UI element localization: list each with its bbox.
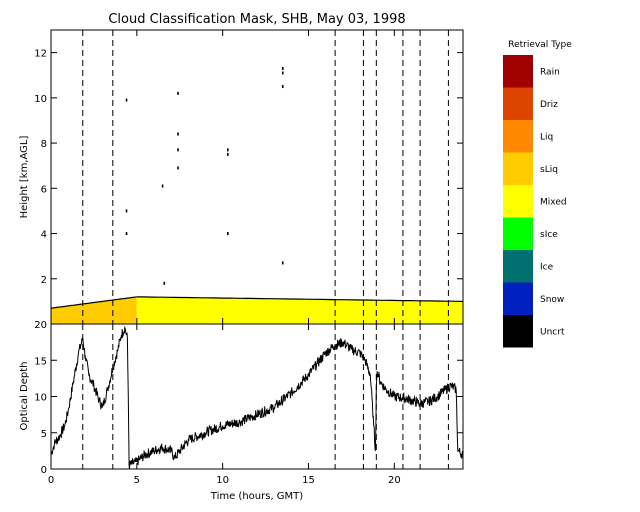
legend-swatch-ice	[503, 250, 533, 283]
x-tick-label: 5	[134, 475, 140, 486]
echo-point	[177, 148, 179, 152]
echo-point	[281, 85, 284, 89]
bottom-x-ticks: 0 5 10 15 20	[48, 324, 401, 486]
x-tick-label: 20	[388, 475, 401, 486]
bottom-y-axis-label: Optical Depth	[19, 362, 30, 431]
optical-depth-panel: 0 5 10 15 20 0 5 10 15 20 Optical Depth Time (ho…	[19, 320, 464, 502]
legend-swatch-rain	[503, 55, 533, 88]
cloud-layer-mixed	[136, 296, 464, 324]
classification-mask-panel: 2 4 6 8 10 12 Height [km,AGL]	[19, 29, 464, 325]
top-y-axis-label: Height [km,AGL]	[19, 136, 30, 219]
legend-label-sice: sIce	[540, 230, 558, 240]
y-tick-label: 10	[34, 393, 47, 404]
cloud-top-outline	[50, 296, 137, 309]
echo-point	[281, 261, 284, 265]
echo-point	[177, 166, 179, 170]
legend-label-snow: Snow	[540, 295, 564, 305]
echo-point	[281, 71, 284, 75]
optical-depth-line	[50, 325, 464, 470]
echo-point	[177, 91, 179, 95]
isolated-echoes	[125, 66, 284, 285]
legend-label-liq: Liq	[540, 132, 553, 142]
y-tick-label: 20	[34, 320, 47, 331]
legend-label-driz: Driz	[540, 100, 558, 110]
y-tick-label: 12	[34, 49, 47, 60]
x-tick-label: 10	[216, 475, 229, 486]
cloud-layers	[50, 296, 464, 324]
legend-label-sliq: sLiq	[540, 165, 558, 175]
echo-point	[227, 148, 229, 152]
y-tick-label: 0	[41, 465, 47, 476]
legend-swatch-sliq	[503, 152, 533, 185]
y-tick-label: 5	[41, 429, 47, 440]
cloud-top-outline	[136, 296, 464, 302]
x-axis-label: Time (hours, GMT)	[210, 491, 304, 502]
chart-title: Cloud Classification Mask, SHB, May 03, …	[108, 12, 405, 27]
echo-point	[125, 232, 128, 236]
legend-label-ice: Ice	[540, 262, 554, 272]
legend-swatch-liq	[503, 120, 533, 153]
echo-point	[125, 98, 128, 102]
echo-point	[281, 66, 284, 70]
y-tick-label: 8	[41, 139, 47, 150]
echo-point	[227, 232, 229, 236]
legend-title: Retrieval Type	[508, 40, 572, 50]
y-tick-label: 2	[41, 275, 47, 286]
top-x-ticks	[50, 30, 395, 324]
legend-label-rain: Rain	[540, 67, 560, 77]
legend-swatch-sice	[503, 217, 533, 250]
echo-point	[163, 281, 166, 285]
dashed-time-markers-top	[82, 30, 449, 324]
y-tick-label: 15	[34, 356, 47, 367]
dashed-time-markers-bottom	[82, 324, 449, 469]
top-y-ticks: 2 4 6 8 10 12	[34, 49, 463, 286]
legend-label-mixed: Mixed	[540, 197, 567, 207]
legend-swatch-snow	[503, 282, 533, 315]
bottom-y-ticks: 0 5 10 15 20	[34, 320, 463, 476]
retrieval-type-legend: Retrieval Type Rain Driz Liq sLiq Mixed sIce I…	[503, 40, 572, 348]
echo-point	[125, 209, 128, 213]
echo-point	[177, 132, 179, 136]
cloud-layer-sliq	[51, 296, 137, 324]
echo-point	[227, 152, 229, 156]
x-tick-label: 0	[48, 475, 54, 486]
y-tick-label: 6	[41, 184, 47, 195]
legend-swatch-mixed	[503, 185, 533, 218]
legend-swatch-driz	[503, 87, 533, 120]
echo-point	[161, 184, 164, 188]
legend-label-uncrt: Uncrt	[540, 327, 565, 337]
y-tick-label: 4	[41, 230, 47, 241]
y-tick-label: 10	[34, 94, 47, 105]
legend-swatch-uncrt	[503, 315, 533, 348]
x-tick-label: 15	[302, 475, 315, 486]
